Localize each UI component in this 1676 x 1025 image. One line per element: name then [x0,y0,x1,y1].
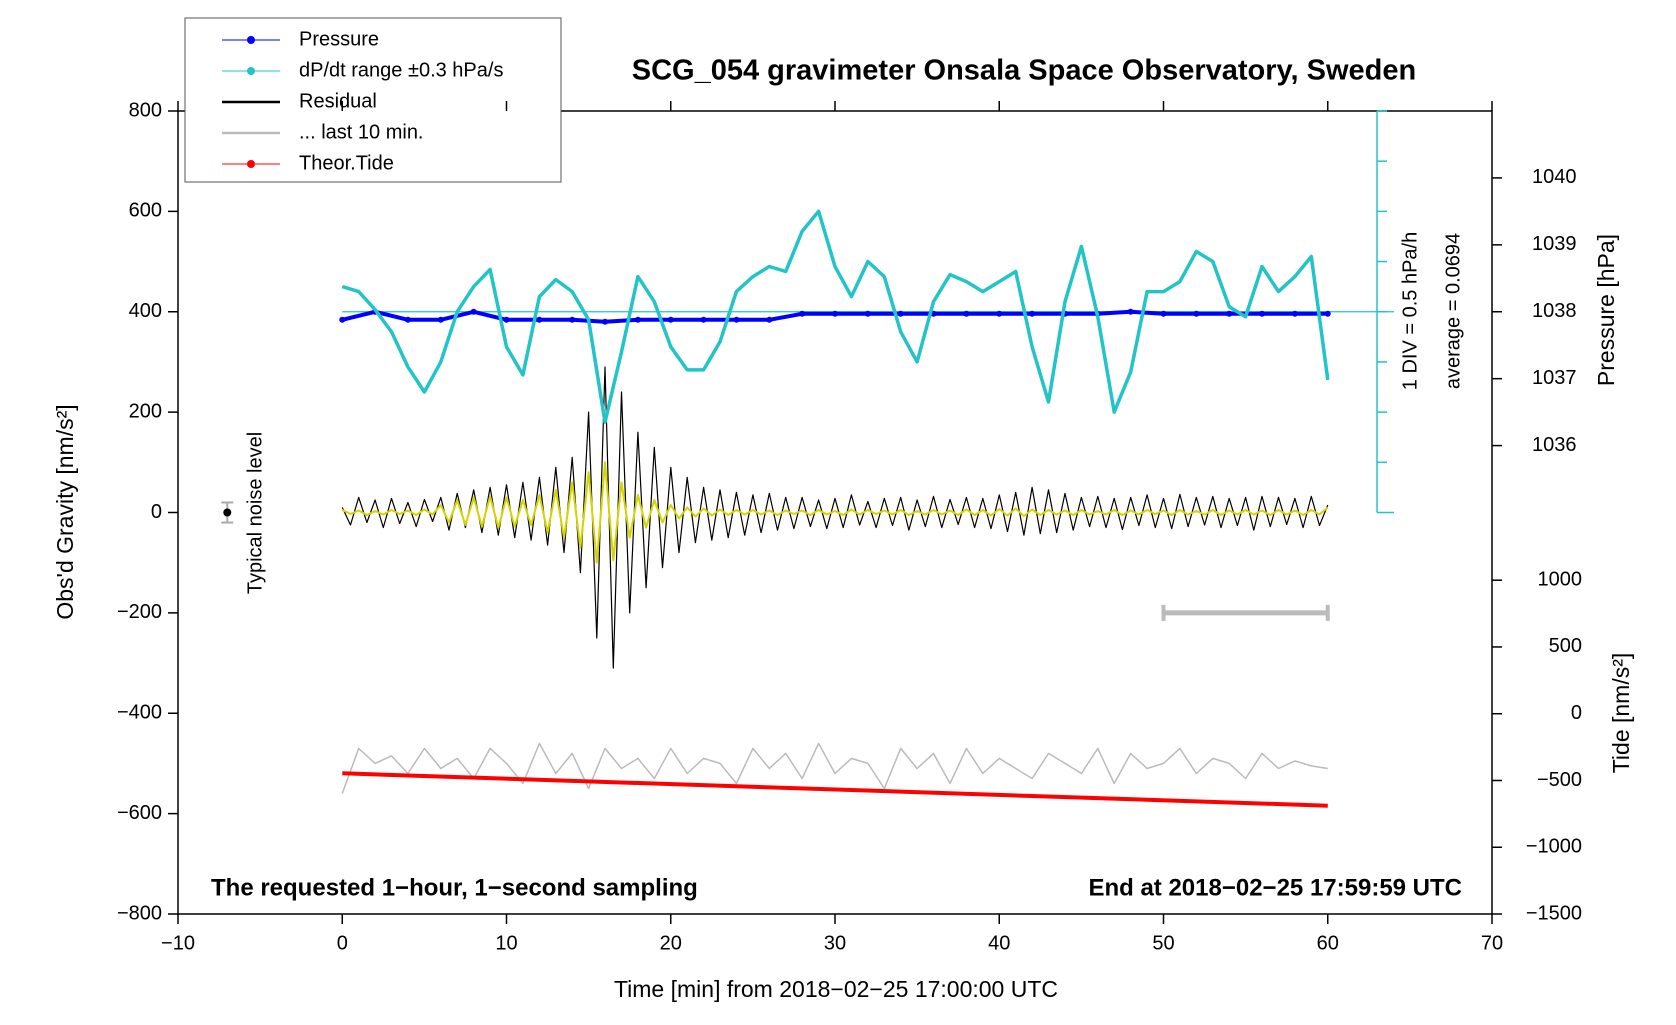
y-axis-label: Obs'd Gravity [nm/s²] [52,404,78,619]
x-tick-label: −10 [161,932,195,954]
end-note: End at 2018−02−25 17:59:59 UTC [1088,874,1462,901]
series-point [470,308,477,315]
y-tick-label: 600 [129,200,162,222]
series-point [1259,310,1266,317]
series-point [1324,310,1331,317]
series-line [341,366,1329,669]
series-point [1291,310,1298,317]
pressure-axis-label: Pressure [hPa] [1593,234,1619,386]
chart-title: SCG_054 gravimeter Onsala Space Observat… [632,55,1416,87]
series-point [536,316,543,323]
series-line [342,771,1328,808]
y3-tick-label: −1500 [1526,902,1582,924]
series-point [700,316,707,323]
legend-label: Theor.Tide [299,152,394,174]
series-point [832,310,838,317]
div-note: 1 DIV = 0.5 hPa/h [1399,232,1421,390]
noise-point [223,508,232,517]
y-tick-label: −800 [117,902,162,924]
x-axis-label: Time [min] from 2018−02−25 17:00:00 UTC [614,976,1058,1002]
x-tick-label: 70 [1481,932,1503,954]
y-tick-label: −200 [117,601,162,623]
series-point [1193,310,1200,317]
series-point [404,316,411,323]
y-tick-label: 0 [151,501,162,523]
y3-tick-label: 1000 [1538,568,1583,590]
legend-dot [247,36,255,44]
tide-axis-label: Tide [nm/s²] [1608,653,1634,774]
series-line [341,742,1328,794]
series-point [733,316,740,323]
plot-frame [177,110,1493,915]
legend-label: ... last 10 min. [299,121,424,143]
legend-dot [247,67,255,75]
x-tick-label: 10 [495,932,517,954]
y2-tick-label: 1040 [1532,166,1577,188]
series-point [634,316,641,323]
y3-tick-label: 500 [1549,635,1582,657]
y2-tick-label: 1037 [1532,367,1577,389]
series-line [341,461,1329,564]
y3-tick-label: 0 [1571,702,1582,724]
series-point [1029,310,1036,317]
x-tick-label: 40 [988,932,1010,954]
x-tick-label: 0 [337,932,348,954]
sampling-note: The requested 1−hour, 1−second sampling [211,874,698,901]
y-tick-label: −600 [117,802,162,824]
series-point [864,310,871,317]
y2-tick-label: 1038 [1532,300,1577,322]
y2-tick-label: 1039 [1532,233,1577,255]
legend-dot [247,160,255,168]
series-point [1226,310,1233,317]
series-point [963,310,970,317]
y-tick-label: 200 [129,400,162,422]
x-tick-label: 60 [1317,932,1339,954]
y2-tick-label: 1036 [1532,434,1577,456]
x-tick-label: 50 [1152,932,1174,954]
legend-label: dP/dt range ±0.3 hPa/s [299,59,503,81]
series-point [667,316,674,323]
x-tick-label: 20 [660,932,682,954]
noise-label: Typical noise level [244,432,266,594]
legend-label: Residual [299,90,377,112]
series-point [766,316,773,323]
series-point [503,316,510,323]
series-point [897,310,904,317]
series-point [569,316,576,323]
x-tick-label: 30 [824,932,846,954]
y-tick-label: −400 [117,702,162,724]
series-point [1127,308,1134,315]
y-tick-label: 800 [129,99,162,121]
series-point [996,310,1003,317]
legend [184,17,562,183]
y-tick-label: 400 [129,300,162,322]
series-point [437,316,444,323]
average-note: average = 0.0694 [1442,233,1464,389]
series-point [799,310,806,317]
y3-tick-label: −500 [1537,769,1582,791]
series-point [602,318,609,325]
legend-label: Pressure [299,28,379,50]
series-point [1160,310,1167,317]
series-line [341,209,1330,424]
series-point [339,316,346,323]
y3-tick-label: −1000 [1526,836,1582,858]
